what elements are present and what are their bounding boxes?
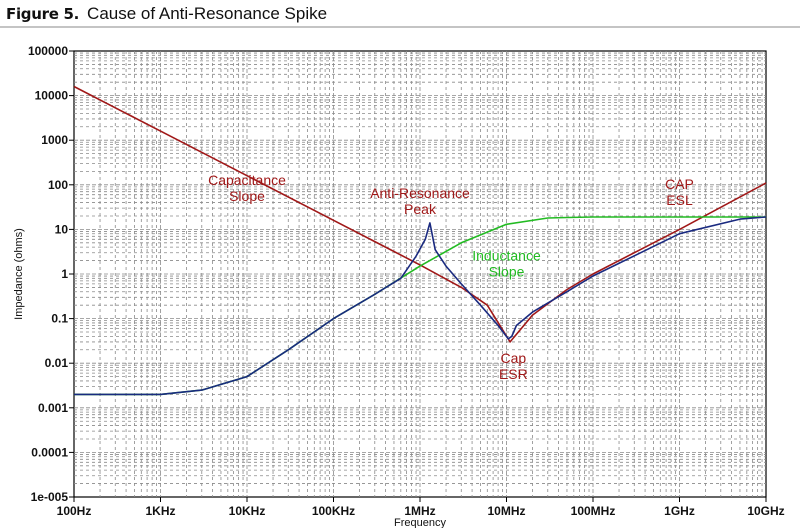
annotation-5: CAP ESL bbox=[665, 176, 694, 208]
x-tick-label: 1GHz bbox=[664, 504, 695, 518]
y-tick-label: 10000 bbox=[35, 89, 69, 103]
x-tick-label: 1MHz bbox=[404, 504, 435, 518]
annotation-line: Slope bbox=[489, 264, 525, 280]
x-tick-label: 10MHz bbox=[487, 504, 525, 518]
y-tick-label: 0.01 bbox=[45, 356, 69, 370]
series-line-3 bbox=[74, 216, 767, 396]
x-tick-label: 100MHz bbox=[571, 504, 616, 518]
figure-caption: Figure 5. Cause of Anti-Resonance Spike bbox=[6, 4, 327, 24]
y-tick-label: 10 bbox=[55, 222, 69, 236]
series-line-1 bbox=[73, 85, 767, 343]
figure-number: Figure 5. bbox=[6, 5, 80, 23]
grid bbox=[74, 51, 766, 497]
y-tick-label: 0.1 bbox=[51, 312, 68, 326]
y-tick-label: 0.0001 bbox=[31, 445, 68, 459]
annotation-line: Slope bbox=[229, 188, 265, 204]
annotation-line: ESR bbox=[499, 366, 528, 382]
series-group bbox=[73, 85, 767, 396]
annotation-line: Anti-Resonance bbox=[370, 185, 470, 201]
x-tick-label: 10GHz bbox=[747, 504, 784, 518]
annotation-line: Cap bbox=[501, 350, 527, 366]
annotation-line: CAP bbox=[665, 176, 694, 192]
annotation-line: ESL bbox=[666, 192, 693, 208]
annotation-line: Inductance bbox=[472, 248, 541, 264]
figure-title: Cause of Anti-Resonance Spike bbox=[87, 4, 328, 23]
y-tick-label: 1 bbox=[61, 267, 68, 281]
y-tick-label: 1000 bbox=[41, 133, 68, 147]
annotation-line: Peak bbox=[404, 201, 437, 217]
y-tick-label: 1e-005 bbox=[31, 490, 69, 504]
annotation-1: Capacitance Slope bbox=[208, 172, 286, 204]
x-tick-label: 1KHz bbox=[145, 504, 175, 518]
y-tick-label: 100 bbox=[48, 178, 68, 192]
annotation-line: Capacitance bbox=[208, 172, 286, 188]
annotation-2: Anti-Resonance Peak bbox=[370, 185, 470, 217]
x-axis-label: Frequency bbox=[394, 517, 446, 528]
annotation-3: Inductance Slope bbox=[472, 248, 541, 280]
y-axis-label: Impedance (ohms) bbox=[13, 228, 25, 320]
y-tick-label: 0.001 bbox=[38, 401, 68, 415]
x-tick-label: 100Hz bbox=[57, 504, 92, 518]
x-tick-label: 10KHz bbox=[229, 504, 266, 518]
annotation-4: Cap ESR bbox=[499, 350, 528, 382]
x-tick-label: 100KHz bbox=[312, 504, 355, 518]
y-tick-label: 100000 bbox=[28, 44, 68, 58]
annotations: Capacitance Slope Anti-Resonance PeakInduct… bbox=[208, 172, 694, 382]
axis-ticks: 100Hz 1KHz 10KHz 100KHz 1MHz 10MHz 100MHz 1GHz 1… bbox=[28, 44, 785, 518]
